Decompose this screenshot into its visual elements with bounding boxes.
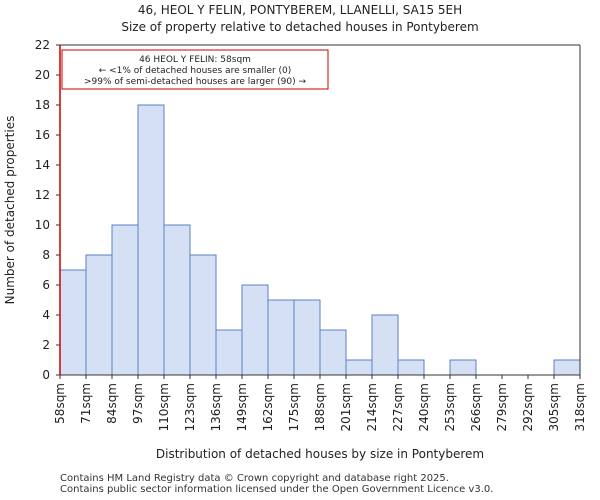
annotation-layer: 46 HEOL Y FELIN: 58sqm← <1% of detached … [59, 45, 329, 375]
x-tick-label-162sqm: 162sqm [261, 383, 275, 431]
x-tick-label-279sqm: 279sqm [495, 383, 509, 431]
footer-line-2: Contains public sector information licen… [60, 484, 494, 495]
x-tick-label-305sqm: 305sqm [547, 383, 561, 431]
y-tick-label-18: 18 [35, 98, 50, 112]
bar-201sqm [345, 359, 373, 376]
x-tick-label-84sqm: 84sqm [105, 383, 119, 424]
bar-71sqm [85, 254, 113, 376]
axes-layer: 0 2 4 6 8 10 12 14 16 18 20 22 58sqm 71sqm 84sqm 97sqm 1… [3, 38, 587, 461]
bar-110sqm [163, 224, 191, 376]
bar-97sqm [137, 104, 165, 376]
y-tick-label-0: 0 [42, 368, 50, 382]
bar-123sqm [189, 254, 217, 376]
y-axis-label: Number of detached properties [3, 116, 17, 305]
x-tick-label-266sqm: 266sqm [469, 383, 483, 431]
bar-58sqm [59, 269, 87, 376]
x-tick-label-292sqm: 292sqm [521, 383, 535, 431]
bar-162sqm [267, 299, 295, 376]
x-tick-label-71sqm: 71sqm [79, 383, 93, 424]
y-tick-label-10: 10 [35, 218, 50, 232]
bar-84sqm [111, 224, 139, 376]
x-tick-label-188sqm: 188sqm [313, 383, 327, 431]
x-tick-label-123sqm: 123sqm [183, 383, 197, 431]
bar-214sqm [371, 314, 399, 376]
x-tick-label-201sqm: 201sqm [339, 383, 353, 431]
annotation-box [61, 49, 329, 90]
annotation-line-3: >99% of semi-detached houses are larger … [84, 77, 307, 87]
x-tick-label-227sqm: 227sqm [391, 383, 405, 431]
bar-305sqm [553, 359, 581, 376]
y-tick-label-4: 4 [42, 308, 50, 322]
x-tick-label-97sqm: 97sqm [131, 383, 145, 424]
y-tick-label-12: 12 [35, 188, 50, 202]
bar-188sqm [319, 329, 347, 376]
bar-253sqm [449, 359, 477, 376]
footer-line-1: Contains HM Land Registry data © Crown c… [60, 473, 449, 484]
y-tick-label-16: 16 [35, 128, 50, 142]
bar-149sqm [241, 284, 269, 376]
bar-227sqm [397, 359, 425, 376]
annotation-line-1: 46 HEOL Y FELIN: 58sqm [139, 55, 251, 65]
x-tick-label-149sqm: 149sqm [235, 383, 249, 431]
chart-subtitle: Size of property relative to detached ho… [121, 20, 479, 34]
chart-title: 46, HEOL Y FELIN, PONTYBEREM, LLANELLI, … [137, 3, 463, 17]
x-tick-label-253sqm: 253sqm [443, 383, 457, 431]
x-tick-label-110sqm: 110sqm [157, 383, 171, 431]
y-tick-label-6: 6 [42, 278, 50, 292]
bar-136sqm [215, 329, 243, 376]
x-axis-label: Distribution of detached houses by size … [156, 447, 484, 461]
y-tick-label-14: 14 [35, 158, 50, 172]
y-tick-label-22: 22 [35, 38, 50, 52]
x-tick-label-318sqm: 318sqm [573, 383, 587, 431]
bar-175sqm [293, 299, 321, 376]
x-tick-label-136sqm: 136sqm [209, 383, 223, 431]
x-tick-label-58sqm: 58sqm [53, 383, 67, 424]
y-tick-label-20: 20 [35, 68, 50, 82]
y-tick-label-8: 8 [42, 248, 50, 262]
y-tick-label-2: 2 [42, 338, 50, 352]
x-tick-label-175sqm: 175sqm [287, 383, 301, 431]
x-tick-label-214sqm: 214sqm [365, 383, 379, 431]
annotation-line-2: ← <1% of detached houses are smaller (0) [99, 66, 292, 76]
x-tick-label-240sqm: 240sqm [417, 383, 431, 431]
bars-layer [59, 104, 581, 376]
